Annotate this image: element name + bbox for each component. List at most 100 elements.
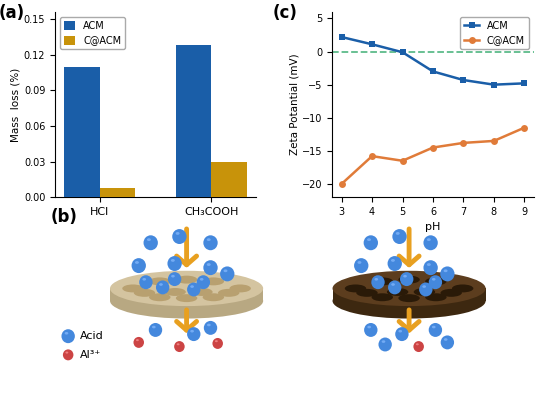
Ellipse shape xyxy=(422,285,426,288)
Ellipse shape xyxy=(200,278,204,281)
Ellipse shape xyxy=(175,232,180,235)
Ellipse shape xyxy=(134,337,144,348)
Ellipse shape xyxy=(403,275,407,278)
Ellipse shape xyxy=(204,321,217,335)
ACM xyxy=(338,34,345,39)
Ellipse shape xyxy=(428,275,442,289)
Ellipse shape xyxy=(172,229,186,244)
Text: Acid: Acid xyxy=(80,331,104,341)
Ellipse shape xyxy=(167,256,182,271)
Ellipse shape xyxy=(144,235,158,250)
Ellipse shape xyxy=(176,294,197,302)
Ellipse shape xyxy=(358,261,361,264)
Ellipse shape xyxy=(156,280,169,294)
Ellipse shape xyxy=(375,278,378,281)
C@ACM xyxy=(491,139,497,143)
Ellipse shape xyxy=(452,284,474,292)
Ellipse shape xyxy=(134,289,155,297)
Ellipse shape xyxy=(444,338,448,341)
Ellipse shape xyxy=(371,275,384,289)
Ellipse shape xyxy=(229,284,251,292)
Ellipse shape xyxy=(135,261,139,264)
Bar xyxy=(175,45,211,197)
Ellipse shape xyxy=(392,229,406,244)
Ellipse shape xyxy=(168,272,182,286)
Ellipse shape xyxy=(333,283,486,318)
Ellipse shape xyxy=(440,267,454,282)
Ellipse shape xyxy=(425,278,447,286)
Ellipse shape xyxy=(174,341,185,352)
Ellipse shape xyxy=(387,288,408,296)
Ellipse shape xyxy=(149,278,170,286)
Ellipse shape xyxy=(142,278,146,281)
Ellipse shape xyxy=(110,271,263,306)
Text: Al³⁺: Al³⁺ xyxy=(80,350,101,360)
Ellipse shape xyxy=(364,235,378,250)
ACM xyxy=(521,81,527,86)
C@ACM xyxy=(368,154,375,158)
Ellipse shape xyxy=(432,326,436,328)
Ellipse shape xyxy=(427,238,431,241)
Ellipse shape xyxy=(215,340,218,342)
Ellipse shape xyxy=(441,335,454,349)
Ellipse shape xyxy=(333,271,486,306)
ACM xyxy=(368,42,375,47)
Ellipse shape xyxy=(149,323,162,337)
ACM xyxy=(491,82,497,87)
Ellipse shape xyxy=(218,289,239,297)
Ellipse shape xyxy=(419,282,432,297)
Ellipse shape xyxy=(202,293,224,301)
Ellipse shape xyxy=(354,258,368,273)
Ellipse shape xyxy=(378,337,392,352)
Text: (b): (b) xyxy=(50,208,77,226)
Ellipse shape xyxy=(63,349,73,360)
Ellipse shape xyxy=(164,288,186,296)
Text: (c): (c) xyxy=(272,4,297,23)
Ellipse shape xyxy=(149,293,170,301)
Ellipse shape xyxy=(187,327,200,341)
Ellipse shape xyxy=(396,232,400,235)
X-axis label: pH: pH xyxy=(425,223,441,232)
Ellipse shape xyxy=(187,282,200,297)
Ellipse shape xyxy=(372,293,393,301)
Y-axis label: Mass  loss (%): Mass loss (%) xyxy=(11,67,21,142)
Polygon shape xyxy=(333,288,486,301)
Ellipse shape xyxy=(207,263,211,266)
Ellipse shape xyxy=(190,285,194,288)
C@ACM xyxy=(338,181,345,186)
Ellipse shape xyxy=(367,326,371,328)
Ellipse shape xyxy=(62,329,75,343)
Line: C@ACM: C@ACM xyxy=(338,124,528,187)
Ellipse shape xyxy=(367,238,371,241)
Bar xyxy=(100,188,135,197)
Ellipse shape xyxy=(398,294,420,302)
Ellipse shape xyxy=(136,339,139,341)
Ellipse shape xyxy=(204,235,218,250)
Ellipse shape xyxy=(414,288,435,296)
Ellipse shape xyxy=(212,338,223,349)
Ellipse shape xyxy=(191,288,213,296)
Ellipse shape xyxy=(202,278,224,286)
C@ACM xyxy=(399,158,406,163)
Ellipse shape xyxy=(398,276,420,284)
Ellipse shape xyxy=(395,327,409,341)
Ellipse shape xyxy=(197,275,210,289)
Ellipse shape xyxy=(416,343,419,345)
C@ACM xyxy=(521,125,527,130)
Ellipse shape xyxy=(364,323,377,337)
Ellipse shape xyxy=(372,278,393,286)
Ellipse shape xyxy=(220,267,234,282)
Ellipse shape xyxy=(391,259,395,262)
Ellipse shape xyxy=(176,276,197,284)
Bar xyxy=(211,162,247,197)
Ellipse shape xyxy=(414,341,424,352)
Ellipse shape xyxy=(131,258,146,273)
Ellipse shape xyxy=(432,278,436,281)
Ellipse shape xyxy=(444,269,448,272)
Ellipse shape xyxy=(110,283,263,318)
Ellipse shape xyxy=(223,269,228,272)
Ellipse shape xyxy=(159,283,163,286)
Ellipse shape xyxy=(65,332,68,335)
Ellipse shape xyxy=(152,326,156,328)
Ellipse shape xyxy=(400,272,414,286)
